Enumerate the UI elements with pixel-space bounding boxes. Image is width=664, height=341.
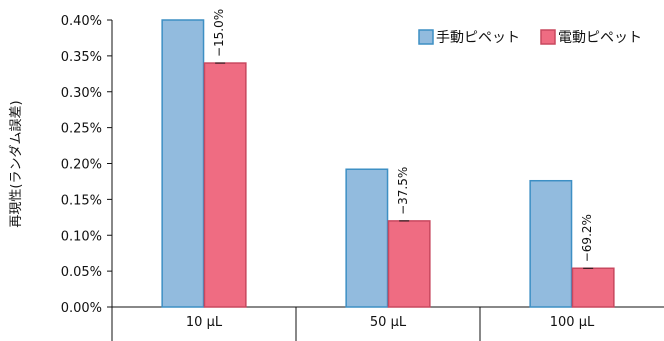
legend-swatch <box>540 29 556 45</box>
category-dividers <box>111 307 481 341</box>
bar-electric <box>571 267 615 308</box>
y-tick-label: 0.15% <box>61 193 102 208</box>
y-tick-label: 0.20% <box>61 158 102 173</box>
legend-swatch <box>418 29 434 45</box>
bar-manual <box>345 168 389 308</box>
bar-manual <box>161 19 205 308</box>
y-tick-label: 0.10% <box>61 229 102 244</box>
y-tick-label: 0.25% <box>61 122 102 137</box>
y-tick-label: 0.00% <box>61 301 102 316</box>
category-label: 10 μL <box>186 315 223 330</box>
annotation-label: −37.5% <box>396 167 410 215</box>
category-labels: 10 μL 50 μL 100 μL <box>186 315 595 330</box>
annotations: −15.0% −37.5% −69.2% <box>212 9 594 269</box>
bar-manual <box>529 179 573 308</box>
y-tick-label: 0.35% <box>61 50 102 65</box>
bar-electric <box>203 62 247 308</box>
legend-label: 電動ピペット <box>558 30 642 46</box>
bar-electric <box>387 220 431 308</box>
y-ticks: 0.00% 0.05% 0.10% 0.15% 0.20% 0.25% 0.30% 0.35%… <box>61 14 112 316</box>
bars <box>161 19 615 308</box>
annotation-label: −15.0% <box>212 9 226 57</box>
y-axis-label: 再現性(ランダム誤差) <box>8 100 24 227</box>
annotation-label: −69.2% <box>580 214 594 262</box>
y-tick-label: 0.40% <box>61 14 102 29</box>
category-label: 50 μL <box>370 315 407 330</box>
legend: 手動ピペット 電動ピペット <box>418 29 642 46</box>
category-label: 100 μL <box>550 315 595 330</box>
y-tick-label: 0.05% <box>61 265 102 280</box>
legend-label: 手動ピペット <box>436 30 520 46</box>
y-tick-label: 0.30% <box>61 86 102 101</box>
